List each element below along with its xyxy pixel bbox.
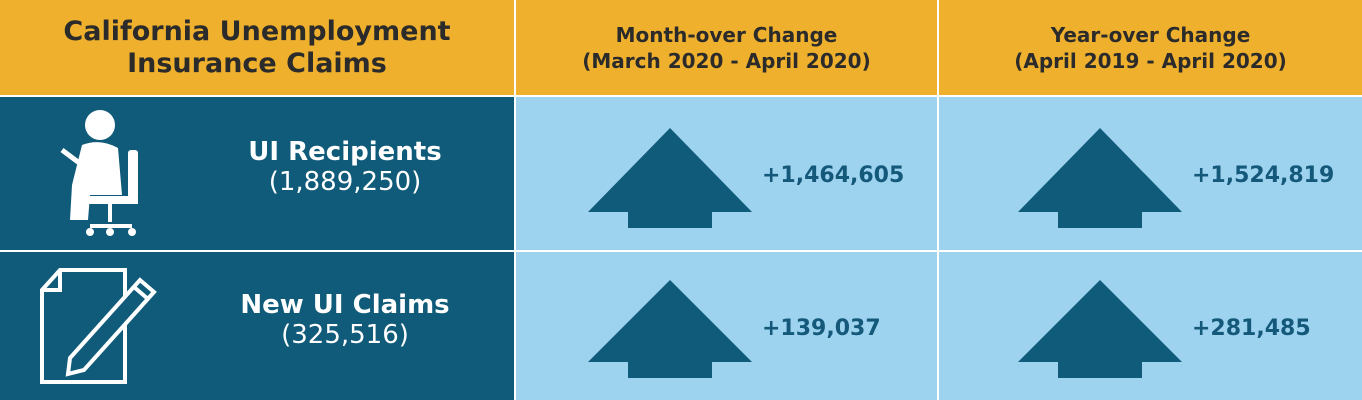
header-cell: Month-over Change (March 2020 - April 20… <box>516 0 937 95</box>
header-cell: Year-over Change (April 2019 - April 202… <box>939 0 1362 95</box>
row-label: UI Recipients (1,889,250) <box>215 137 475 197</box>
header-subtitle: (March 2020 - April 2020) <box>582 48 871 73</box>
document-icon <box>40 268 157 384</box>
header-subtitle: (April 2019 - April 2020) <box>1014 48 1287 73</box>
up-arrow <box>588 280 752 378</box>
month-change: +1,464,605 <box>762 163 905 188</box>
person-icon <box>60 110 138 236</box>
header-title: Year-over Change <box>1050 22 1251 47</box>
arrows <box>588 128 1182 378</box>
up-arrow <box>588 128 752 228</box>
header-title: Month-over Change <box>615 22 838 47</box>
cell <box>939 97 1362 250</box>
up-arrow <box>1018 128 1182 228</box>
cell <box>939 252 1362 400</box>
row-label: New UI Claims (325,516) <box>215 290 475 350</box>
header-cell: California Unemployment Insurance Claims <box>0 0 514 95</box>
month-change: +139,037 <box>762 316 881 341</box>
count: (325,516) <box>281 320 409 350</box>
up-arrow <box>1018 280 1182 378</box>
year-change: +281,485 <box>1192 316 1311 341</box>
cell <box>516 252 937 400</box>
year-change: +1,524,819 <box>1192 163 1335 188</box>
label: New UI Claims <box>240 290 450 320</box>
count: (1,889,250) <box>268 167 422 197</box>
label: UI Recipients <box>248 137 442 167</box>
cell <box>516 97 937 250</box>
header-title: California Unemployment Insurance Claims <box>63 15 451 79</box>
row-label-cell: New UI Claims (325,516) <box>0 252 514 400</box>
